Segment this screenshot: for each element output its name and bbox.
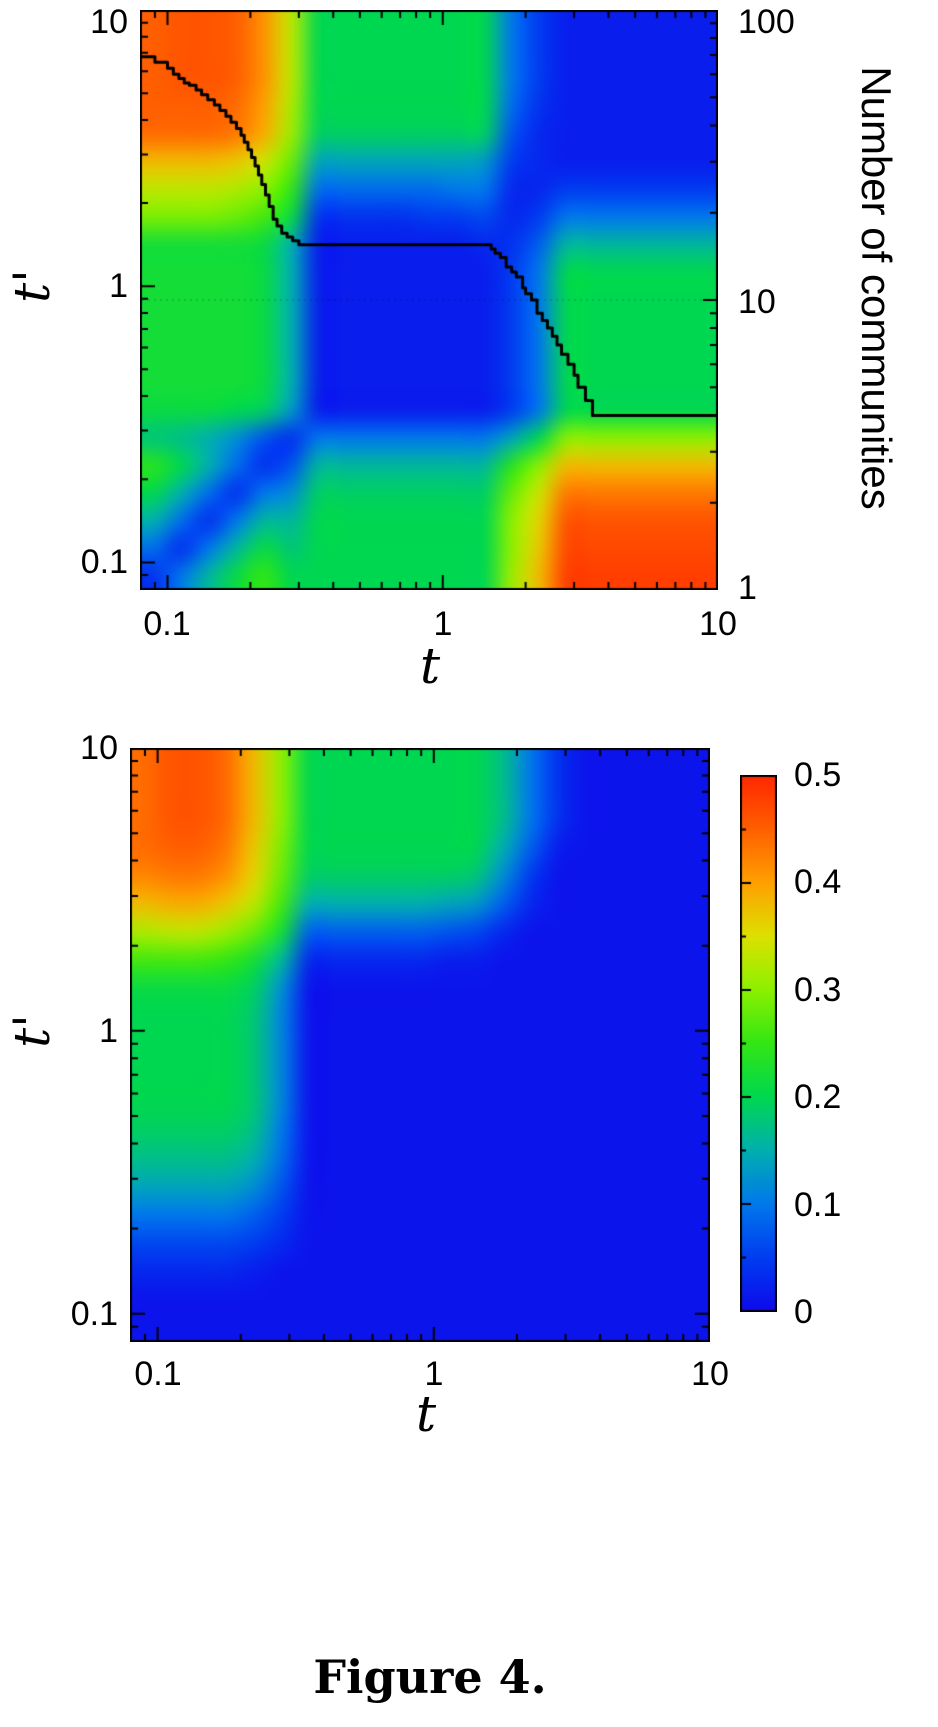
y2-axis-title: Number of communities [853, 66, 900, 510]
bottom-heatmap-canvas [130, 748, 710, 1342]
y2-tick-10: 10 [738, 283, 776, 321]
top-y-tick-1: 1 [109, 267, 128, 305]
top-y-axis-title: t' [3, 269, 61, 303]
colorbar-tick-0-4: 0.4 [794, 863, 842, 901]
figure-caption: Figure 4. [313, 1650, 547, 1704]
colorbar-tick-0-3: 0.3 [794, 971, 842, 1009]
bottom-y-tick-0-1: 0.1 [70, 1295, 118, 1333]
top-x-tick-1: 1 [433, 605, 453, 643]
bottom-x-tick-1: 1 [424, 1355, 444, 1393]
top-y-tick-10: 10 [90, 3, 128, 41]
colorbar-tick-0-2: 0.2 [794, 1078, 842, 1116]
bottom-y-tick-1: 1 [99, 1012, 118, 1050]
bottom-y-tick-10: 10 [80, 729, 118, 767]
bottom-x-tick-10: 10 [691, 1355, 729, 1393]
bottom-y-axis-title: t' [3, 1014, 61, 1048]
bottom-x-axis-title: t [415, 1385, 437, 1443]
colorbar-tick-0: 0 [794, 1293, 813, 1331]
top-x-axis-title: t [419, 637, 441, 695]
top-y-tick-0-1: 0.1 [80, 543, 128, 581]
y2-tick-100: 100 [738, 3, 795, 41]
colorbar-tick-0-1: 0.1 [794, 1186, 842, 1224]
bottom-x-tick-0-1: 0.1 [134, 1355, 182, 1393]
top-x-tick-10: 10 [699, 605, 737, 643]
top-x-tick-0-1: 0.1 [143, 605, 191, 643]
colorbar [740, 775, 777, 1312]
colorbar-tick-0-5: 0.5 [794, 756, 842, 794]
y2-tick-1: 1 [738, 569, 757, 607]
top-heatmap-canvas [140, 10, 718, 590]
